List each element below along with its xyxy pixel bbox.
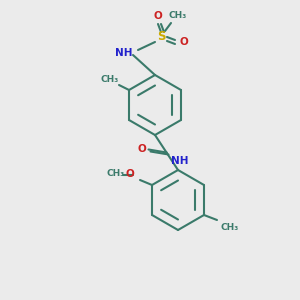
Text: CH₃: CH₃ — [107, 169, 125, 178]
Text: CH₃: CH₃ — [101, 76, 119, 85]
Text: O: O — [180, 37, 188, 47]
Text: S: S — [157, 31, 165, 44]
Text: CH₃: CH₃ — [169, 11, 187, 20]
Text: O: O — [154, 11, 162, 21]
Text: NH: NH — [115, 48, 133, 58]
Text: NH: NH — [172, 156, 189, 166]
Text: O: O — [126, 169, 134, 179]
Text: CH₃: CH₃ — [221, 223, 239, 232]
Text: O: O — [137, 143, 146, 154]
